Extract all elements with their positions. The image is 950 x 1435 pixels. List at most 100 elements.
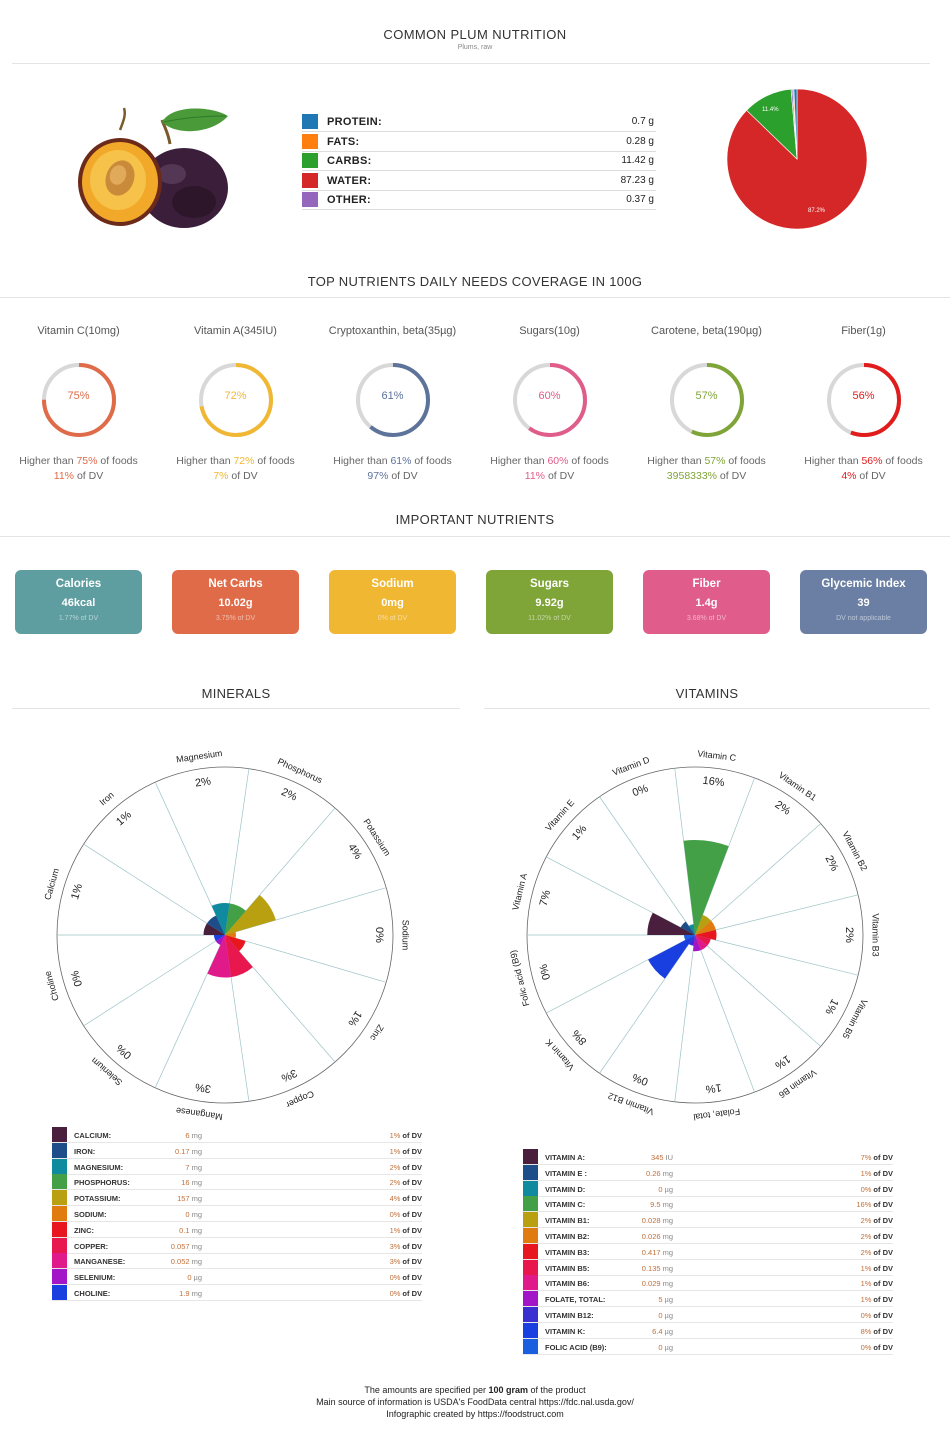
amount-value: 0.17	[174, 1146, 190, 1156]
chart-spoke	[599, 934, 696, 1074]
nutrient-row: SODIUM: 0 mg 0% of DV	[52, 1206, 422, 1222]
nutrient-dv: 0% of DV	[390, 1273, 422, 1282]
coverage-rank: Higher than 75% of foods	[0, 455, 157, 467]
amount-value: 1.9	[179, 1289, 190, 1298]
dv-value: 0%	[389, 1289, 401, 1298]
pie-label-carbs: 11.4%	[762, 107, 779, 113]
macro-row: CARBS: 11.42 g	[302, 152, 656, 171]
chart-spoke	[83, 934, 226, 1027]
coverage-label: Sugars(10g)	[519, 325, 580, 337]
chart-spoke	[546, 856, 696, 936]
amount-value: 9.5	[650, 1200, 661, 1210]
chart-label: Calcium	[42, 867, 61, 901]
card-label: Fiber	[692, 578, 721, 590]
coverage-ring-svg	[355, 363, 430, 437]
vitamins-title: VITAMINS	[675, 686, 739, 701]
nutrient-swatch	[523, 1307, 538, 1322]
amount-unit: µg	[664, 1295, 674, 1305]
nutrient-card: Glycemic Index 39 DV not applicable	[800, 570, 927, 634]
nutrient-amount: 0 µg	[623, 1311, 673, 1320]
nutrient-swatch	[523, 1338, 538, 1354]
important-title: IMPORTANT NUTRIENTS	[395, 512, 555, 527]
amount-value: 0	[658, 1184, 663, 1194]
amount-unit: mg	[191, 1162, 202, 1172]
dv-value: 2%	[389, 1162, 401, 1172]
nutrient-dv: 2% of DV	[390, 1178, 422, 1187]
footer-line-1: The amounts are specified per 100 gram o…	[0, 1385, 950, 1395]
ring-progress	[669, 363, 744, 437]
nutrient-name: FOLATE, TOTAL:	[545, 1295, 606, 1305]
rank-percent: 72%	[233, 455, 255, 467]
nutrient-row: VITAMIN E : 0.26 mg 1% of DV	[523, 1164, 893, 1181]
nutrient-name: VITAMIN B12:	[545, 1311, 594, 1320]
amount-unit: mg	[662, 1168, 673, 1178]
amount-value: 0.028	[641, 1216, 661, 1226]
chart-label: Zinc	[368, 1023, 386, 1043]
amount-unit: mg	[662, 1232, 673, 1241]
coverage-title: TOP NUTRIENTS DAILY NEEDS COVERAGE IN 10…	[307, 274, 643, 289]
nutrient-swatch	[52, 1253, 67, 1269]
footer-text: The amounts are specified per	[364, 1385, 489, 1395]
coverage-percent: 56%	[852, 390, 875, 402]
nutrient-name: VITAMIN E :	[545, 1168, 587, 1178]
chart-percent: 0%	[373, 927, 385, 943]
card-sub: 11.02% of DV	[528, 615, 571, 622]
rank-percent: 61%	[390, 455, 412, 467]
dv-percent: 3958333%	[666, 470, 718, 482]
amount-unit: IU	[665, 1153, 674, 1162]
nutrient-name: VITAMIN B1:	[545, 1216, 590, 1226]
divider	[484, 708, 930, 709]
chart-segment	[647, 912, 695, 935]
amount-unit: µg	[664, 1184, 674, 1194]
nutrient-row: VITAMIN D: 0 µg 0% of DV	[523, 1180, 893, 1197]
amount-value: 0.1	[179, 1225, 190, 1235]
nutrient-amount: 5 µg	[623, 1295, 673, 1304]
coverage-label: Vitamin A(345IU)	[194, 325, 277, 337]
nutrient-row: POTASSIUM: 157 mg 4% of DV	[52, 1190, 422, 1207]
card-value: 0mg	[381, 597, 404, 609]
nutrient-row: VITAMIN B5: 0.135 mg 1% of DV	[523, 1259, 893, 1276]
chart-spoke	[224, 807, 336, 936]
page-subtitle: Plums, raw	[457, 44, 493, 51]
nutrient-row: ZINC: 0.1 mg 1% of DV	[52, 1221, 422, 1238]
nutrient-row: VITAMIN C: 9.5 mg 16% of DV	[523, 1196, 893, 1213]
chart-label: Choline	[43, 970, 61, 1002]
nutrient-dv: 2% of DV	[861, 1232, 893, 1241]
nutrient-card: Net Carbs 10.02g 3.75% of DV	[172, 570, 299, 634]
chart-spoke	[224, 768, 250, 936]
chart-spoke	[674, 934, 696, 1102]
amount-value: 0.026	[641, 1232, 661, 1241]
nutrient-row: VITAMIN B3: 0.417 mg 2% of DV	[523, 1243, 893, 1260]
nutrient-amount: 0.417 mg	[623, 1248, 673, 1257]
dv-tail: of DV	[873, 1295, 893, 1305]
pie-label-water: 87.2%	[808, 208, 826, 214]
amount-value: 345	[650, 1153, 664, 1162]
nutrient-dv: 2% of DV	[861, 1216, 893, 1225]
amount-unit: mg	[191, 1241, 202, 1251]
chart-label: Sodium	[401, 920, 411, 951]
card-value: 9.92g	[535, 597, 564, 609]
amount-value: 7	[185, 1162, 190, 1172]
coverage-ring: 61%	[354, 361, 432, 439]
card-label: Glycemic Index	[821, 578, 906, 590]
nutrient-swatch	[52, 1190, 67, 1206]
macro-swatch	[302, 192, 318, 207]
dv-value: 0%	[860, 1184, 872, 1194]
chart-percent: 16%	[702, 775, 726, 790]
coverage-item: Cryptoxanthin, beta(35µg) 61% Higher than …	[314, 325, 471, 482]
chart-percent: 2%	[279, 786, 299, 804]
card-value: 10.02g	[218, 597, 253, 609]
macro-value: 87.23 g	[620, 174, 654, 186]
nutrient-name: SODIUM:	[74, 1210, 107, 1219]
nutrient-swatch	[52, 1269, 67, 1285]
dv-value: 4%	[389, 1194, 401, 1204]
chart-label: Vitamin B6	[777, 1067, 818, 1100]
coverage-dv: 3958333% of DV	[628, 470, 785, 482]
chart-label: Vitamin B5	[840, 997, 869, 1040]
chart-percent: 8%	[570, 1027, 590, 1047]
dv-tail: of DV	[873, 1153, 893, 1162]
macro-swatch	[302, 133, 318, 149]
amount-value: 157	[177, 1194, 190, 1204]
dv-value: 8%	[860, 1326, 872, 1336]
